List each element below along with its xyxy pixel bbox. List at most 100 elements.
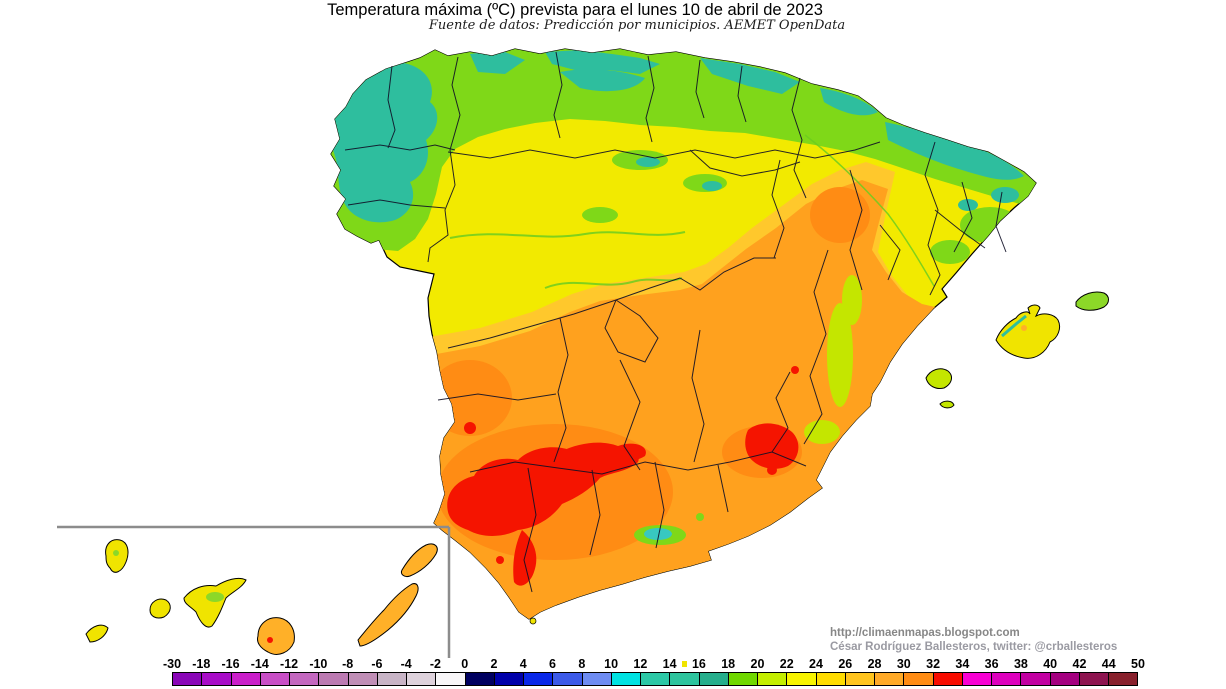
colorbar-label: 14 (662, 657, 677, 671)
gran-canaria-island (257, 617, 295, 655)
credits-url: http://climaenmapas.blogspot.com (830, 627, 1020, 639)
colorbar-label: -4 (400, 657, 412, 671)
credits: http://climaenmapas.blogspot.com César R… (830, 627, 1117, 654)
balearic-islands (925, 291, 1109, 409)
colorbar-label: 44 (1101, 657, 1116, 671)
colorbar-cell (933, 673, 963, 685)
colorbar-label: 0 (461, 657, 469, 671)
colorbar-label: 18 (721, 657, 736, 671)
colorbar-cell (290, 673, 320, 685)
colorbar-label: 22 (779, 657, 794, 671)
la-gomera-island (149, 598, 171, 619)
colorbar-label: -6 (371, 657, 383, 671)
colorbar-cell (962, 673, 992, 685)
colorbar-cell (758, 673, 788, 685)
colorbar-label: 40 (1043, 657, 1058, 671)
colorbar-cell (611, 673, 641, 685)
colorbar-cell (231, 673, 261, 685)
credits-author: César Rodríguez Ballesteros, twitter: @c… (830, 640, 1118, 653)
ibiza-island (925, 368, 952, 389)
teal-pyrenees (885, 122, 1024, 180)
red-zone-guadalquivir (447, 446, 639, 536)
colorbar-label: -14 (250, 657, 269, 671)
map-subtitle: Fuente de datos: Predicción por municipi… (428, 18, 846, 33)
gran-canaria-hot-spot (267, 637, 273, 643)
green-patch (930, 240, 970, 264)
colorbar-cell (1079, 673, 1109, 685)
river-duero (449, 231, 686, 239)
colorbar-label: 28 (867, 657, 882, 671)
colorbar-cells (172, 672, 1138, 686)
river-ebro (804, 134, 935, 287)
colorbar-label: 32 (926, 657, 941, 671)
teal-galicia (331, 61, 438, 223)
fuerteventura-island (357, 583, 419, 647)
colorbar-cell (641, 673, 671, 685)
colorbar-label: 8 (578, 657, 586, 671)
colorbar-label: -12 (280, 657, 299, 671)
menorca-island (1075, 291, 1109, 311)
colorbar-label: -30 (162, 657, 182, 671)
iberian-peninsula (330, 48, 1037, 620)
colorbar-label: 2 (490, 657, 498, 671)
colorbar-cell (1021, 673, 1051, 685)
temperature-colorbar: -30 -18 -16 -14 -12 -10 -8 -6 -4 -2 0 2 4 6 8 10 12 14 16 1… (163, 657, 1145, 688)
teal-cantabrian-2 (545, 50, 660, 74)
colorbar-cell (202, 673, 232, 685)
teal-patch (991, 187, 1019, 203)
colorbar-label: -10 (309, 657, 328, 671)
colorbar-cell (377, 673, 407, 685)
province-borders (344, 51, 1007, 593)
colorbar-cell (699, 673, 729, 685)
red-arm-ne (560, 442, 646, 468)
colorbar-cell (260, 673, 290, 685)
la-palma-island (105, 539, 129, 573)
colorbar-cell (173, 673, 203, 685)
cool-ridge-cuenca (827, 303, 853, 407)
ceuta-dot (529, 617, 537, 625)
teal-cantabrian-3 (700, 58, 800, 94)
colorbar-label: 30 (896, 657, 911, 671)
colorbar-cell (992, 673, 1022, 685)
colorbar-label: -8 (342, 657, 354, 671)
sierra-nevada-spot (644, 528, 672, 540)
colorbar-cell (553, 673, 583, 685)
tenerife-green-spot (206, 592, 224, 602)
colorbar-cell (582, 673, 612, 685)
colorbar-cell (524, 673, 554, 685)
canary-inset (57, 525, 451, 658)
mallorca-tramuntana-ridge (1001, 314, 1027, 338)
colorbar-cell (787, 673, 817, 685)
cool-ridge-teruel (842, 275, 862, 325)
colorbar-cell (670, 673, 700, 685)
map-title: Temperatura máxima (ºC) prevista para el… (327, 1, 823, 19)
rivers (449, 134, 935, 289)
colorbar-label: 4 (519, 657, 527, 671)
colorbar-label: 20 (750, 657, 765, 671)
mallorca-island (995, 304, 1061, 359)
colorbar-cell (319, 673, 349, 685)
colorbar-cell (728, 673, 758, 685)
colorbar-label: 42 (1072, 657, 1087, 671)
teal-patch (702, 181, 722, 191)
colorbar-label: 38 (1013, 657, 1028, 671)
green-patch (582, 207, 618, 223)
el-hierro-island (85, 624, 109, 643)
colorbar-cell (407, 673, 437, 685)
colorbar-cell (904, 673, 934, 685)
colorbar-cell (436, 673, 466, 685)
colorbar-cell (348, 673, 378, 685)
red-spot (464, 422, 476, 434)
mallorca-warm-spot (1021, 325, 1027, 331)
teal-patch (636, 157, 660, 167)
colorbar-label: 24 (809, 657, 823, 671)
artifact-dot (682, 661, 687, 667)
colorbar-label: 10 (604, 657, 619, 671)
teal-picos (560, 69, 645, 92)
la-palma-green-spot (113, 550, 119, 556)
tenerife-island (183, 577, 247, 628)
formentera-island (939, 400, 955, 409)
colorbar-label: 12 (633, 657, 648, 671)
